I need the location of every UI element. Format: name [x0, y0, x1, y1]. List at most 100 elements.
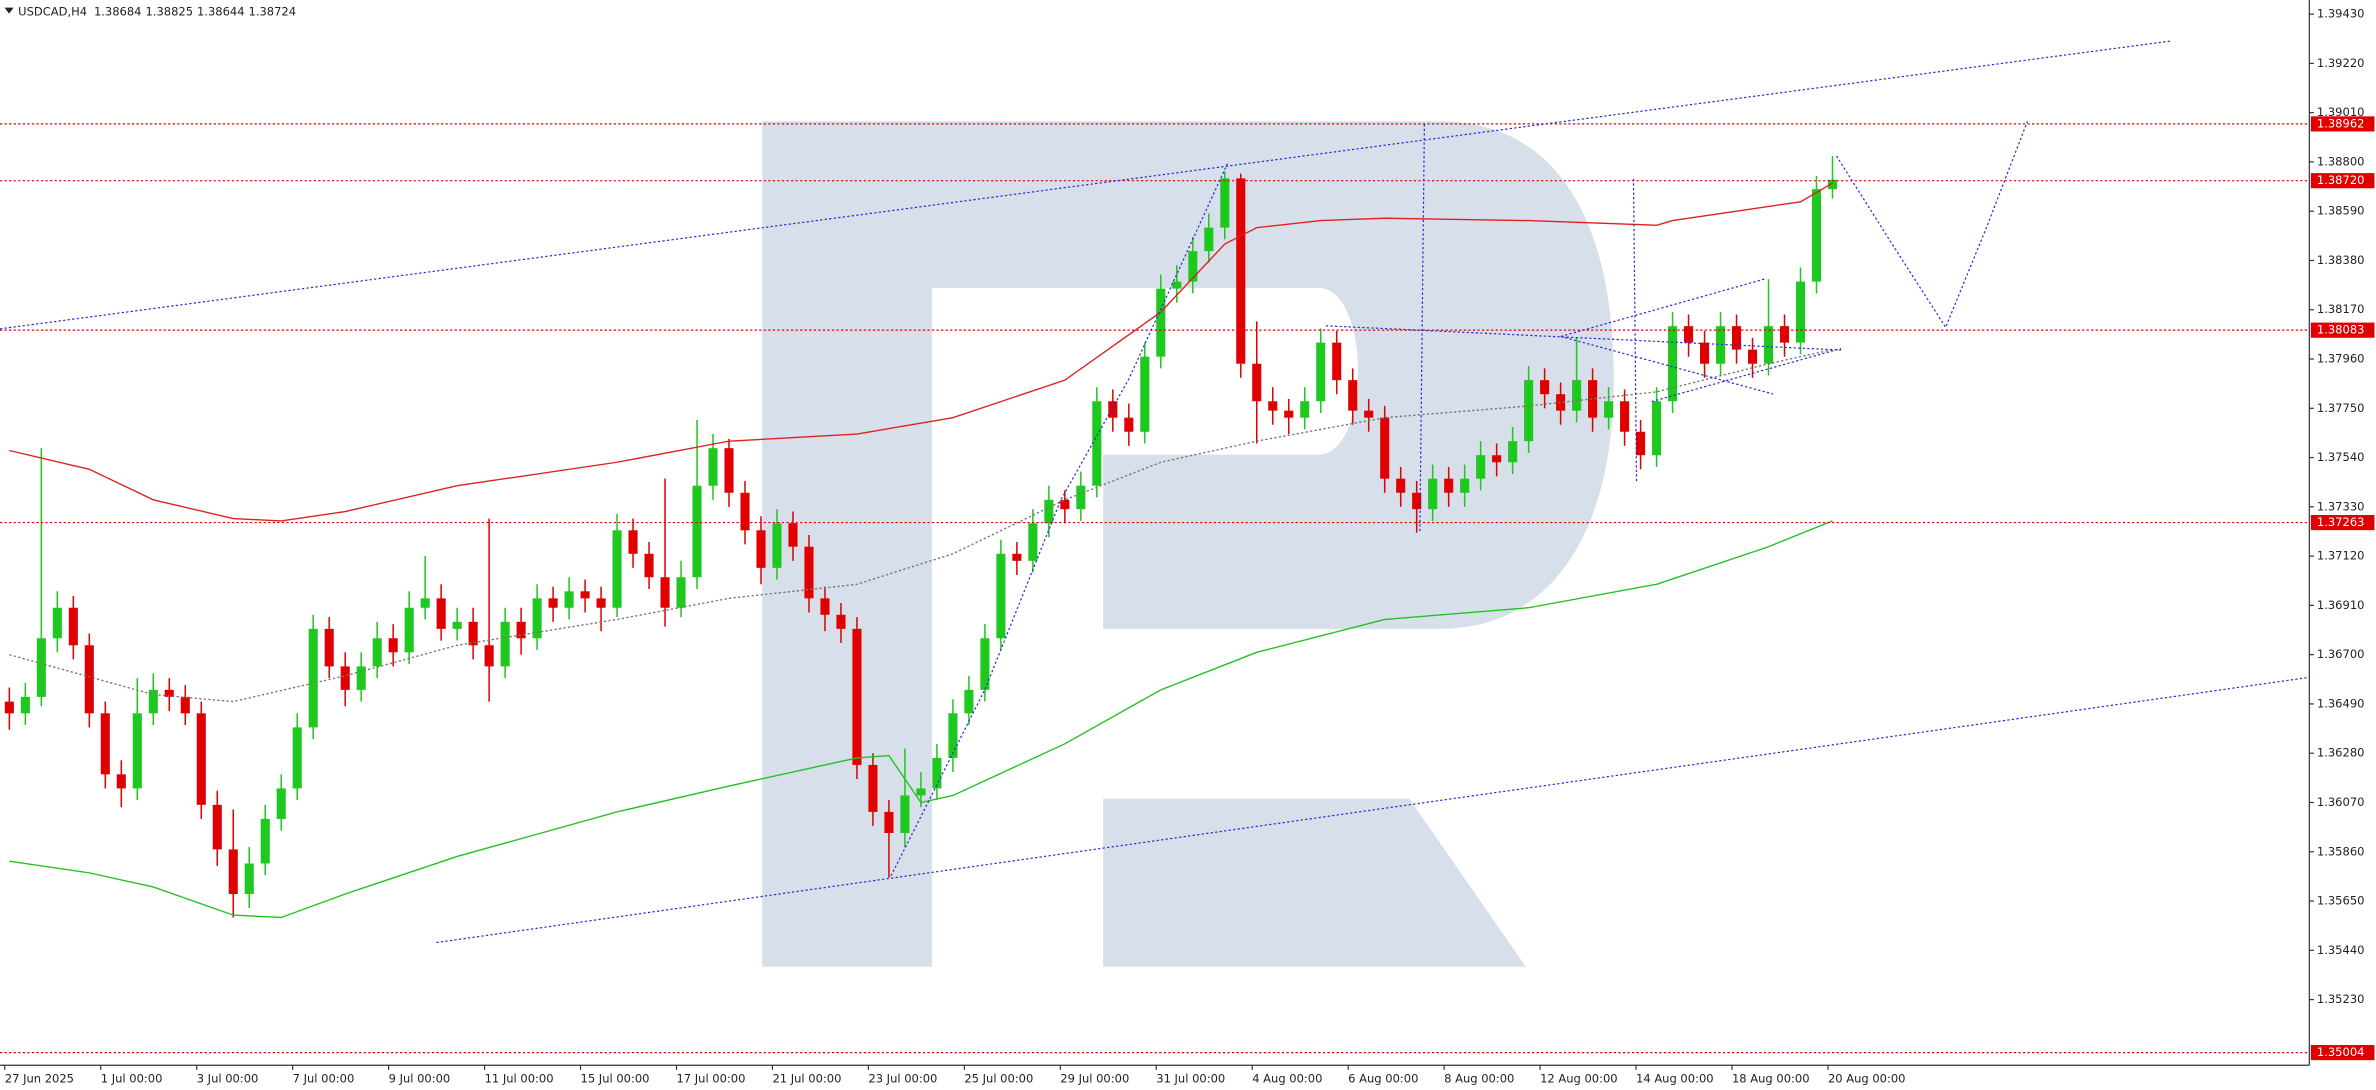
indicator-line	[9, 182, 1833, 522]
candle-body	[1460, 478, 1470, 493]
candle-body	[516, 621, 526, 639]
candle-body	[292, 727, 302, 789]
candle-body	[340, 666, 350, 690]
candle-body	[164, 689, 174, 697]
candle-body	[1492, 455, 1502, 463]
candle-body	[596, 598, 606, 608]
candle-body	[1763, 326, 1774, 364]
candle-body	[20, 696, 30, 714]
trend-line	[436, 676, 2310, 944]
y-tick-label: 1.37540	[2317, 450, 2365, 464]
candle-body	[228, 849, 238, 894]
candle-body	[564, 591, 574, 608]
candle-body	[884, 811, 894, 833]
candle-body	[1795, 281, 1806, 343]
y-tick-label: 1.37960	[2317, 352, 2365, 366]
candle-body	[1364, 410, 1374, 418]
x-tick-label: 14 Aug 00:00	[1636, 1071, 1714, 1085]
candle-body	[180, 696, 190, 714]
candle-body	[500, 621, 510, 667]
candle-body	[1204, 227, 1214, 252]
x-tick-label: 21 Jul 00:00	[772, 1071, 841, 1085]
candle-body	[804, 546, 814, 599]
indicator-line	[9, 520, 1833, 919]
candle-body	[1747, 349, 1758, 364]
triangle-line	[1560, 278, 1766, 338]
candle-body	[388, 638, 398, 653]
candle-body	[132, 713, 142, 789]
candle-body	[372, 638, 382, 667]
symbol: USDCAD,H4	[18, 5, 87, 19]
y-tick-label: 1.36700	[2317, 647, 2365, 661]
x-tick-label: 1 Jul 00:00	[101, 1071, 163, 1085]
level-label-box	[2310, 322, 2375, 338]
candle-body	[708, 448, 718, 486]
candle-body	[1380, 417, 1390, 479]
candle-body	[68, 607, 78, 646]
candle-body	[1316, 342, 1326, 402]
candle-body	[1620, 401, 1630, 432]
candle-body	[1300, 401, 1310, 418]
range-line	[1419, 124, 1425, 534]
candle-body	[1779, 326, 1790, 343]
triangle-line	[1651, 347, 1842, 403]
level-label-box	[2310, 1045, 2375, 1061]
watermark-leg	[1103, 798, 1526, 967]
candle-body	[1092, 401, 1102, 486]
candle-body	[1156, 288, 1166, 357]
y-tick-label: 1.35440	[2317, 943, 2365, 957]
candle-body	[612, 530, 622, 608]
level-label: 1.38083	[2317, 323, 2365, 337]
candle-body	[580, 591, 590, 599]
candle-body	[868, 764, 878, 812]
x-tick-label: 29 Jul 00:00	[1060, 1071, 1129, 1085]
level-label-box	[2310, 173, 2375, 189]
candle-body	[1556, 394, 1566, 411]
candle-body	[1572, 380, 1582, 411]
candle-body	[1044, 499, 1054, 524]
candle-body	[900, 795, 910, 833]
candle-body	[548, 598, 558, 608]
candle-body	[1428, 478, 1438, 510]
range-line	[1632, 178, 1638, 482]
x-tick-label: 8 Aug 00:00	[1444, 1071, 1514, 1085]
x-tick-label: 15 Jul 00:00	[581, 1071, 650, 1085]
candle-body	[52, 607, 62, 639]
candle-body	[1252, 363, 1262, 402]
candle-body	[1731, 326, 1742, 350]
candle-body	[756, 530, 766, 568]
candle-body	[1188, 251, 1198, 282]
candle-body	[420, 598, 430, 608]
x-tick-label: 20 Aug 00:00	[1828, 1071, 1906, 1085]
candle-body	[1540, 380, 1550, 395]
header-arrow	[4, 7, 14, 14]
candle-body	[260, 818, 270, 864]
candle-body	[692, 485, 702, 578]
y-tick-label: 1.35230	[2317, 992, 2365, 1006]
candle-body	[484, 645, 494, 667]
candle-body	[996, 553, 1006, 639]
level-label-box	[2310, 514, 2375, 531]
y-tick-label: 1.39220	[2317, 56, 2365, 70]
candle-body	[1524, 380, 1534, 442]
level-label: 1.37263	[2317, 515, 2365, 529]
y-tick-label: 1.35650	[2317, 894, 2365, 908]
x-tick-label: 4 Aug 00:00	[1252, 1071, 1322, 1085]
ohlc-open: 1.38684	[94, 5, 142, 19]
candle-body	[276, 788, 286, 819]
watermark	[762, 121, 1614, 967]
trend-line	[0, 40, 2172, 330]
candle-body	[1508, 441, 1518, 463]
candle-body	[244, 863, 254, 894]
drawings	[0, 40, 2310, 944]
candle-body	[1076, 485, 1086, 510]
candle-body	[1012, 553, 1022, 561]
candle-body	[1220, 178, 1230, 228]
candle-body	[1124, 417, 1134, 432]
candle-body	[1396, 478, 1406, 493]
candle-body	[324, 628, 334, 667]
candle-body	[356, 666, 366, 690]
candle-body	[1604, 401, 1614, 418]
level-label-box	[2310, 116, 2375, 132]
